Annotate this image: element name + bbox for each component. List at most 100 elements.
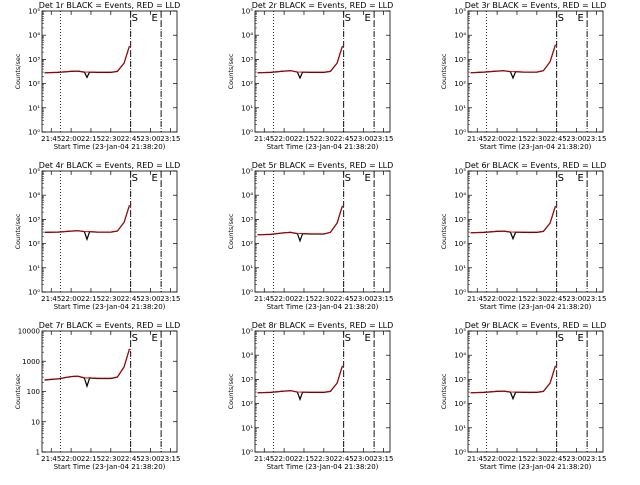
y-tick-label: 10³ — [241, 376, 253, 384]
y-tick-label: 10⁰ — [454, 129, 466, 137]
y-tick-label: 100 — [27, 388, 40, 396]
y-axis-label: Counts/sec — [14, 53, 22, 89]
y-tick-label: 10² — [28, 80, 40, 88]
y-tick-label: 10⁴ — [28, 32, 40, 40]
x-tick-label: 21:45 — [467, 295, 487, 303]
y-tick-label: 10⁴ — [454, 192, 466, 200]
x-tick-label: 22:30 — [314, 455, 334, 463]
panel-title: Det 1r BLACK = Events, RED = LLD — [39, 1, 181, 10]
x-axis-label: Start Time (23-Jan-04 21:38:20) — [54, 463, 166, 471]
y-tick-label: 10² — [454, 400, 466, 408]
x-tick-label: 22:45 — [547, 135, 567, 143]
detector-panel-7: Det 7r BLACK = Events, RED = LLD 1 10 100 10… — [14, 321, 180, 471]
x-axis-label: Start Time (23-Jan-04 21:38:20) — [54, 303, 166, 311]
y-tick-label: 10² — [241, 400, 253, 408]
x-tick-label: 23:00 — [566, 295, 586, 303]
y-tick-label: 10⁴ — [241, 352, 253, 360]
events-series-line — [44, 349, 130, 389]
detector-panel-3: Det 3r BLACK = Events, RED = LLD 10⁰ 10¹ 10… — [440, 1, 606, 151]
y-tick-label: 10³ — [454, 376, 466, 384]
x-tick-label: 21:45 — [254, 455, 274, 463]
lld-series-line — [470, 365, 556, 394]
y-tick-label: 10000 — [18, 328, 40, 336]
x-tick-label: 22:15 — [294, 295, 314, 303]
x-tick-label: 23:15 — [160, 135, 180, 143]
x-tick-label: 22:30 — [527, 135, 547, 143]
y-tick-label: 10¹ — [454, 424, 466, 432]
x-tick-label: 22:15 — [507, 295, 527, 303]
y-axis-label: Counts/sec — [227, 213, 235, 249]
plot-frame — [41, 330, 178, 453]
y-tick-label: 10⁵ — [454, 168, 466, 176]
panel-title: Det 7r BLACK = Events, RED = LLD — [39, 321, 181, 330]
x-tick-label: 22:00 — [61, 295, 81, 303]
panel-title: Det 5r BLACK = Events, RED = LLD — [252, 161, 394, 170]
marker-label-E: E — [365, 173, 371, 184]
x-tick-label: 22:30 — [314, 135, 334, 143]
detector-panel-4: Det 4r BLACK = Events, RED = LLD 10⁰ 10¹ 10… — [14, 161, 180, 311]
y-tick-label: 10⁵ — [28, 168, 40, 176]
plot-frame — [467, 170, 604, 293]
y-tick-label: 10⁰ — [454, 449, 466, 457]
y-tick-label: 10³ — [241, 216, 253, 224]
y-tick-label: 10² — [28, 240, 40, 248]
y-tick-label: 10¹ — [241, 264, 253, 272]
x-tick-label: 23:15 — [373, 455, 393, 463]
x-tick-label: 22:45 — [547, 295, 567, 303]
lld-series-line — [257, 205, 343, 236]
plot-frame — [41, 170, 178, 293]
marker-label-S: S — [132, 13, 138, 24]
marker-label-S: S — [558, 333, 564, 344]
y-tick-label: 1 — [36, 449, 40, 457]
y-tick-label: 10⁴ — [241, 32, 253, 40]
x-tick-label: 23:15 — [373, 135, 393, 143]
x-tick-label: 22:30 — [527, 295, 547, 303]
x-tick-label: 21:45 — [41, 135, 61, 143]
y-tick-label: 10⁴ — [454, 32, 466, 40]
x-tick-label: 22:30 — [101, 135, 121, 143]
x-axis-label: Start Time (23-Jan-04 21:38:20) — [480, 463, 592, 471]
detector-panel-9: Det 9r BLACK = Events, RED = LLD 10⁰ 10¹ 10… — [440, 321, 606, 471]
panel-title: Det 9r BLACK = Events, RED = LLD — [465, 321, 607, 330]
y-tick-label: 10⁴ — [454, 352, 466, 360]
y-tick-label: 10¹ — [454, 264, 466, 272]
marker-label-E: E — [365, 333, 371, 344]
y-tick-label: 10³ — [28, 216, 40, 224]
y-tick-label: 10⁰ — [241, 129, 253, 137]
x-tick-label: 22:00 — [487, 295, 507, 303]
x-tick-label: 22:30 — [527, 455, 547, 463]
x-tick-label: 23:15 — [373, 295, 393, 303]
y-tick-label: 10⁰ — [28, 129, 40, 137]
y-tick-label: 10² — [454, 240, 466, 248]
detector-panel-5: Det 5r BLACK = Events, RED = LLD 10⁰ 10¹ 10… — [227, 161, 393, 311]
x-tick-label: 23:00 — [140, 135, 160, 143]
x-tick-label: 22:00 — [487, 135, 507, 143]
x-tick-label: 23:15 — [586, 135, 606, 143]
x-tick-label: 22:15 — [507, 135, 527, 143]
x-tick-label: 22:15 — [81, 455, 101, 463]
detector-panel-8: Det 8r BLACK = Events, RED = LLD 10⁰ 10¹ 10… — [227, 321, 393, 471]
plot-frame — [467, 330, 604, 453]
x-tick-label: 21:45 — [41, 455, 61, 463]
x-tick-label: 21:45 — [41, 295, 61, 303]
marker-label-S: S — [132, 173, 138, 184]
x-tick-label: 22:45 — [334, 455, 354, 463]
plot-frame — [254, 330, 391, 453]
x-tick-label: 21:45 — [467, 135, 487, 143]
y-axis-label: Counts/sec — [14, 373, 22, 409]
y-tick-label: 10⁵ — [241, 168, 253, 176]
events-series-line — [257, 365, 343, 402]
x-axis-label: Start Time (23-Jan-04 21:38:20) — [480, 143, 592, 151]
y-tick-label: 10¹ — [28, 104, 40, 112]
marker-label-E: E — [152, 13, 158, 24]
x-axis-label: Start Time (23-Jan-04 21:38:20) — [267, 463, 379, 471]
y-tick-label: 10⁵ — [241, 328, 253, 336]
lld-series-line — [470, 205, 556, 234]
x-tick-label: 23:00 — [353, 135, 373, 143]
panel-title: Det 2r BLACK = Events, RED = LLD — [252, 1, 394, 10]
x-tick-label: 22:15 — [81, 135, 101, 143]
x-tick-label: 22:15 — [294, 135, 314, 143]
marker-label-S: S — [345, 13, 351, 24]
lld-series-line — [470, 44, 556, 74]
